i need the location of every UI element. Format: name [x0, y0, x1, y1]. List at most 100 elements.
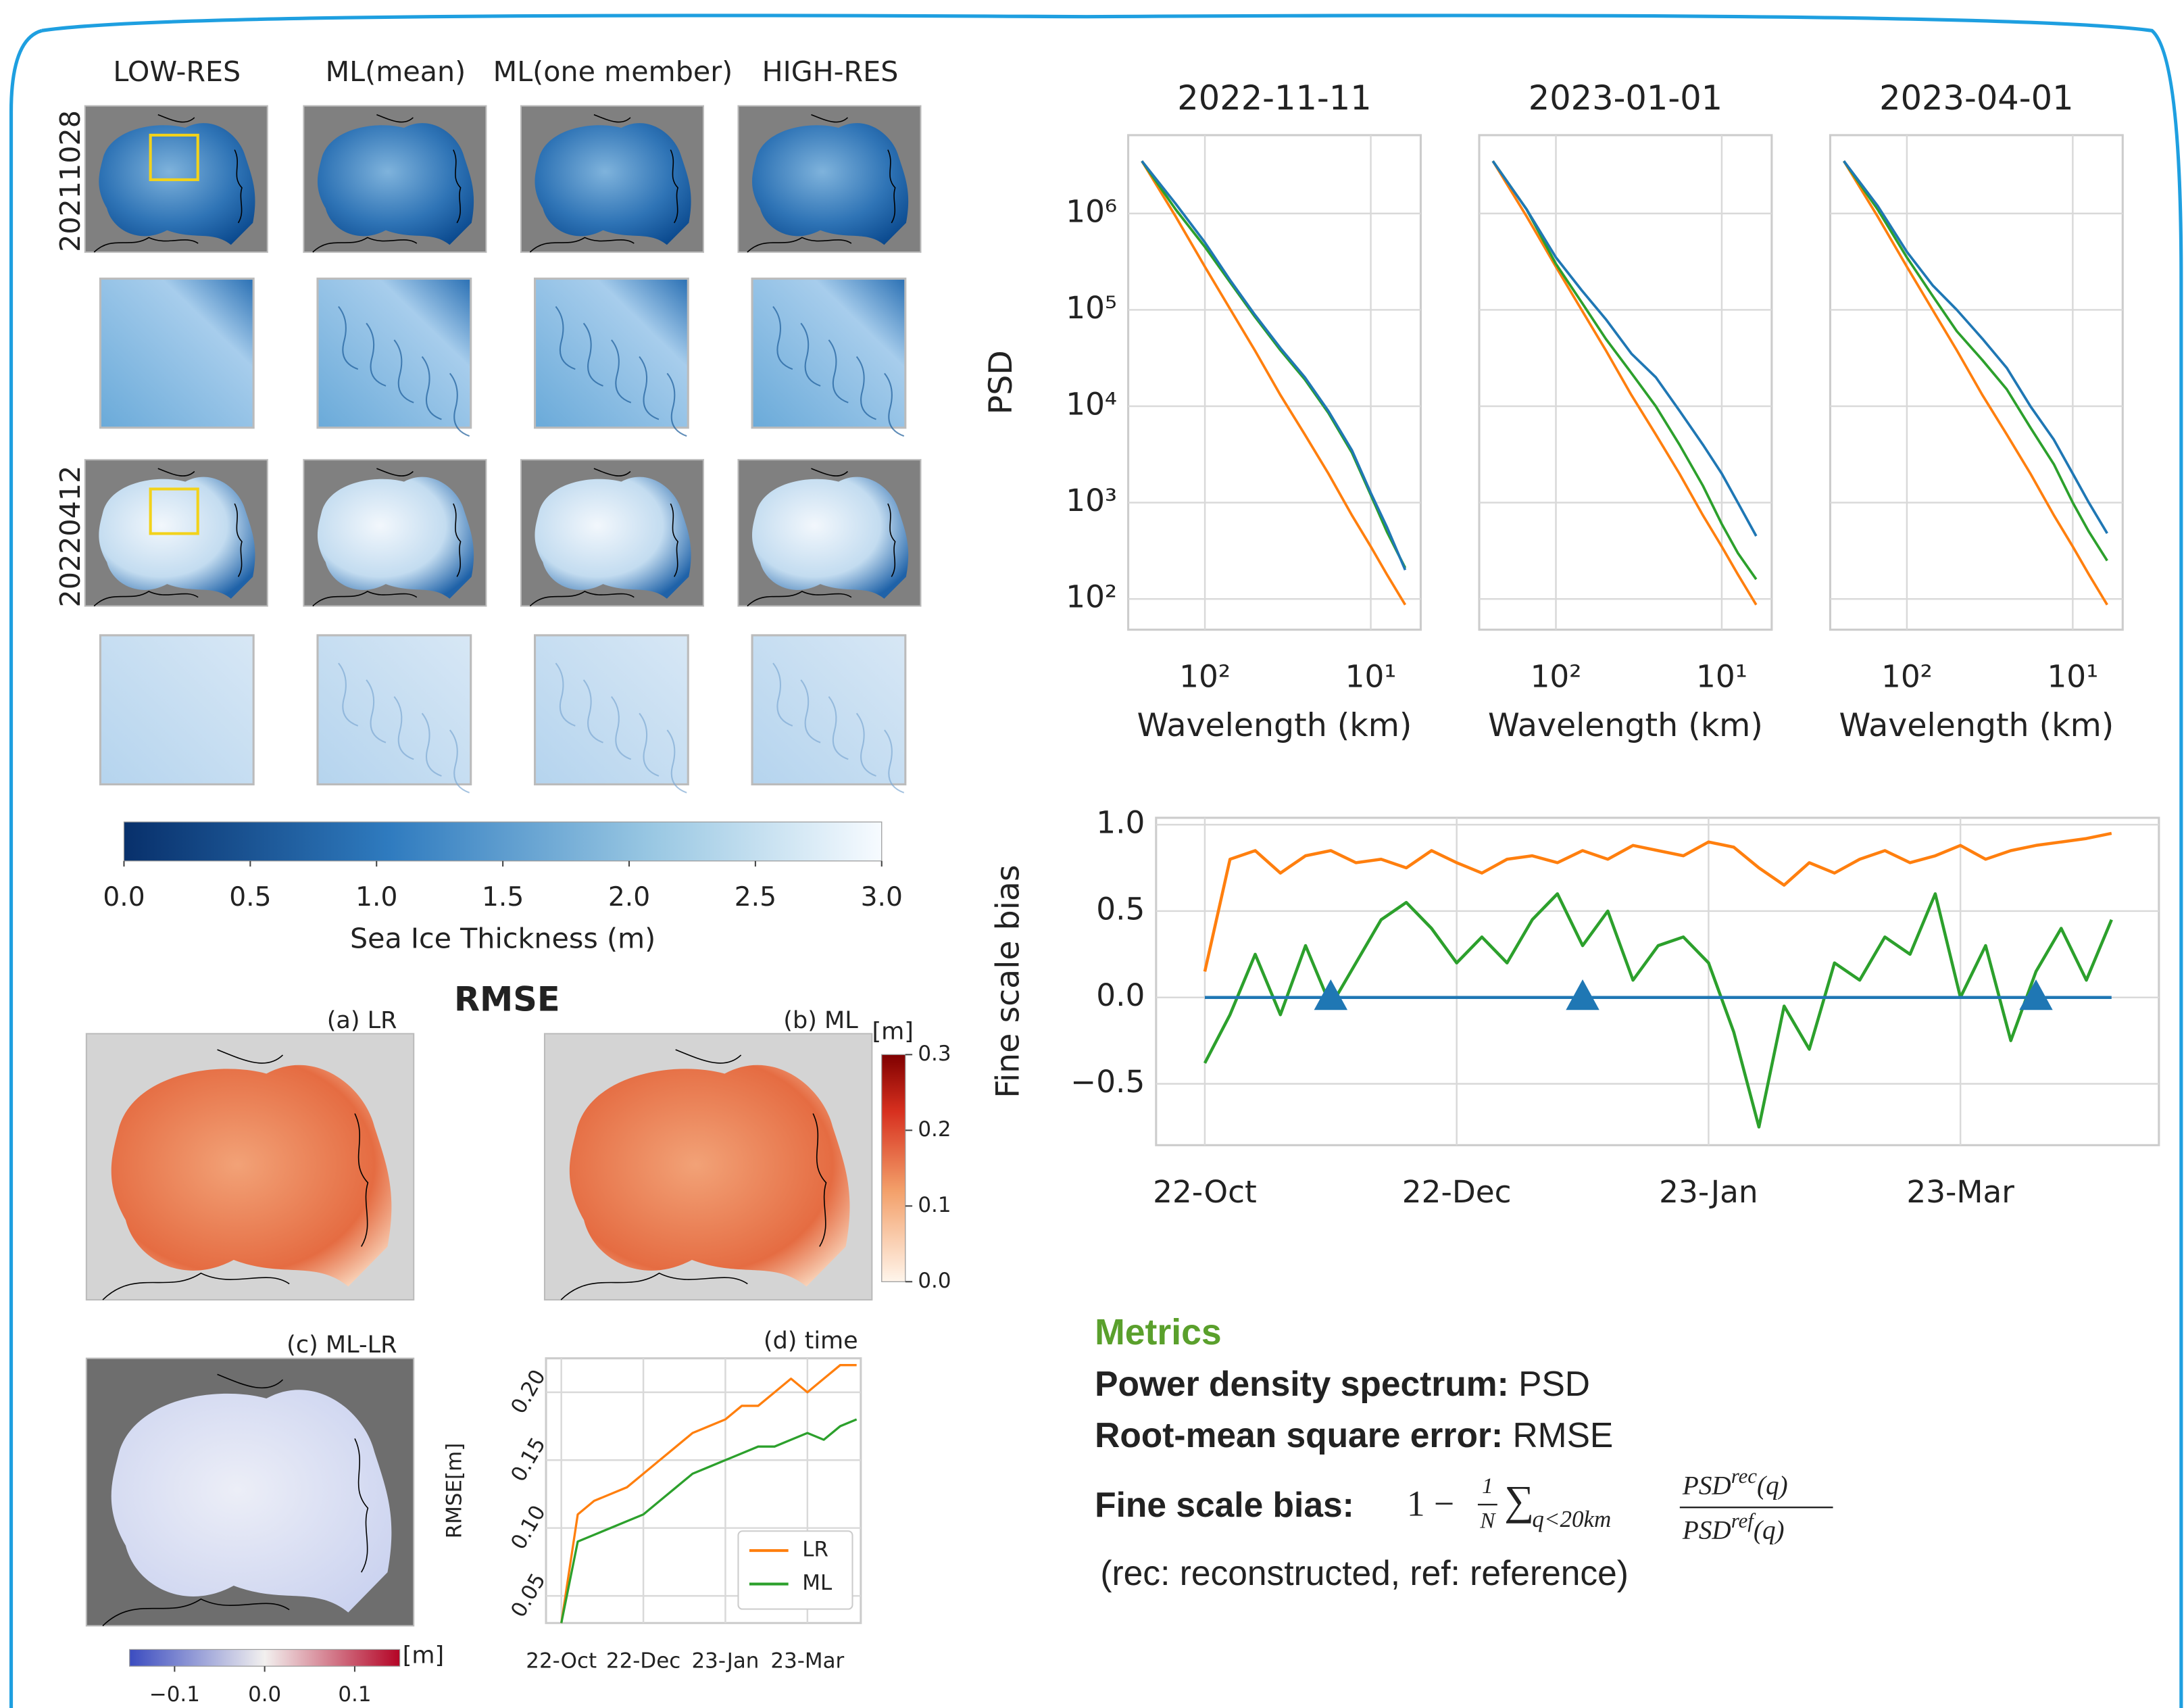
column-header: ML(one member)	[493, 55, 733, 88]
chart: 10² 10¹ 2023-04-01 Wavelength (km)	[1830, 78, 2123, 744]
colorbar-tick-label: −0.1	[149, 1682, 200, 1707]
plot-area	[1156, 818, 2159, 1145]
ice-area	[99, 123, 255, 245]
colorbar-tick-label: 0.0	[248, 1682, 281, 1707]
y-tick-label: 0.20	[506, 1365, 551, 1418]
x-tick-label: 10²	[1179, 658, 1231, 694]
y-axis-label: RMSE[m]	[443, 1443, 467, 1539]
y-tick-label: 0.05	[506, 1569, 551, 1622]
metric-term: Root-mean square error:	[1095, 1415, 1503, 1455]
formula-sub: q<20km	[1532, 1506, 1611, 1532]
colorbar-label: Sea Ice Thickness (m)	[350, 922, 655, 954]
x-tick-label: 23-Jan	[1659, 1174, 1758, 1210]
zoom-tile	[752, 635, 905, 785]
x-tick-label: 10¹	[1345, 658, 1397, 694]
metric-text: PSD	[1518, 1363, 1590, 1402]
x-tick-label: 22-Oct	[1153, 1174, 1257, 1210]
y-tick-label: 10⁵	[1066, 290, 1117, 326]
x-tick-label: 22-Dec	[1402, 1174, 1512, 1210]
metrics: Metrics Power density spectrum: PSD Root…	[1095, 1312, 1833, 1592]
metric-line: Root-mean square error: RMSE	[1095, 1415, 1613, 1455]
y-tick-label: 10⁶	[1066, 193, 1117, 229]
map	[738, 106, 920, 252]
x-tick-label: 22-Dec	[606, 1649, 680, 1673]
map	[738, 460, 920, 606]
ice-area	[752, 123, 908, 245]
x-tick-label: 10²	[1881, 658, 1933, 694]
colorbar-tick-label: 2.5	[735, 882, 776, 912]
y-axis-label: Fine scale bias	[989, 864, 1026, 1098]
formula-den: N	[1479, 1509, 1496, 1533]
x-axis-label: Wavelength (km)	[1137, 707, 1412, 744]
colorbar-tick-label: 0.3	[918, 1042, 951, 1066]
y-tick-label: 1.0	[1096, 805, 1145, 841]
x-axis-label: Wavelength (km)	[1839, 707, 2114, 744]
colorbar-tick-label: 0.2	[918, 1117, 951, 1142]
map	[303, 106, 486, 252]
ice-area	[535, 123, 691, 245]
x-tick-label: 23-Mar	[1906, 1174, 2014, 1210]
colorbar	[882, 1054, 905, 1282]
colorbar-tick-label: 1.5	[482, 882, 524, 912]
colorbar-tick-label: 0.1	[918, 1193, 951, 1217]
ice-area	[99, 477, 255, 599]
zoom-tile	[752, 278, 905, 428]
formula-num: 1	[1482, 1474, 1493, 1498]
map	[86, 1033, 414, 1300]
formula-top: PSDrec(q)	[1682, 1464, 1788, 1500]
y-tick-label: −0.5	[1070, 1064, 1145, 1100]
x-tick-label: 23-Jan	[692, 1649, 760, 1673]
panel-label: (c) ML-LR	[287, 1331, 397, 1359]
y-axis-label: PSD	[983, 350, 1020, 414]
colorbar-unit: [m]	[403, 1642, 444, 1669]
x-tick-label: 23-Mar	[770, 1649, 844, 1673]
y-tick-label: 10²	[1066, 579, 1117, 615]
rmse-title: RMSE	[454, 979, 560, 1019]
row-label: 20211028	[54, 110, 86, 252]
arg: (q)	[1757, 1471, 1788, 1500]
metric-term: Power density spectrum:	[1095, 1363, 1509, 1402]
zoom-tile	[318, 635, 471, 785]
y-tick-label: 10⁴	[1066, 387, 1117, 422]
colorbar-tick-label: 1.0	[355, 882, 397, 912]
psd: PSD	[1682, 1515, 1731, 1544]
metric-note: (rec: reconstructed, ref: reference)	[1100, 1553, 1629, 1592]
zoom-tile	[535, 278, 689, 428]
legend-label: ML	[802, 1571, 833, 1595]
metric-text: RMSE	[1512, 1415, 1613, 1455]
colorbar-tick-label: 0.0	[103, 882, 145, 912]
column-header: ML(mean)	[326, 55, 466, 88]
chart-title: 2023-04-01	[1879, 78, 2073, 118]
x-tick-label: 10¹	[2047, 658, 2098, 694]
colorbar-tick-label: 0.0	[918, 1269, 951, 1293]
colorbar-tick-label: 2.0	[608, 882, 650, 912]
map	[521, 460, 703, 606]
x-tick-label: 22-Oct	[526, 1649, 597, 1673]
map	[86, 1359, 414, 1626]
legend	[738, 1531, 852, 1609]
metric-line: Power density spectrum: PSD	[1095, 1363, 1590, 1402]
ice-area	[752, 477, 908, 599]
sup: ref	[1731, 1509, 1757, 1532]
formula-bottom: PSDref(q)	[1682, 1509, 1785, 1544]
x-tick-label: 10²	[1531, 658, 1582, 694]
page: {"panels": {"columns": ["LOW-RES", "ML(m…	[0, 0, 2184, 1708]
formula-sum: ∑	[1504, 1478, 1534, 1523]
x-tick-label: 10¹	[1696, 658, 1747, 694]
row-label: 20220412	[54, 466, 86, 608]
map	[303, 460, 486, 606]
colorbar-tick-label: 0.5	[229, 882, 271, 912]
y-tick-label: 0.0	[1096, 977, 1145, 1013]
colorbar-tick-label: 0.1	[338, 1682, 371, 1707]
y-tick-label: 0.10	[506, 1501, 551, 1554]
colorbar	[130, 1649, 400, 1666]
panel-label: (a) LR	[327, 1006, 397, 1034]
legend-label: LR	[802, 1538, 828, 1562]
map	[545, 1033, 872, 1300]
chart: 10²10¹2023-01-01Wavelength (km)	[1479, 78, 1772, 744]
zoom-tile	[535, 635, 689, 785]
y-tick-label: 0.15	[506, 1434, 551, 1486]
chart-title: 2022-11-11	[1177, 78, 1371, 118]
